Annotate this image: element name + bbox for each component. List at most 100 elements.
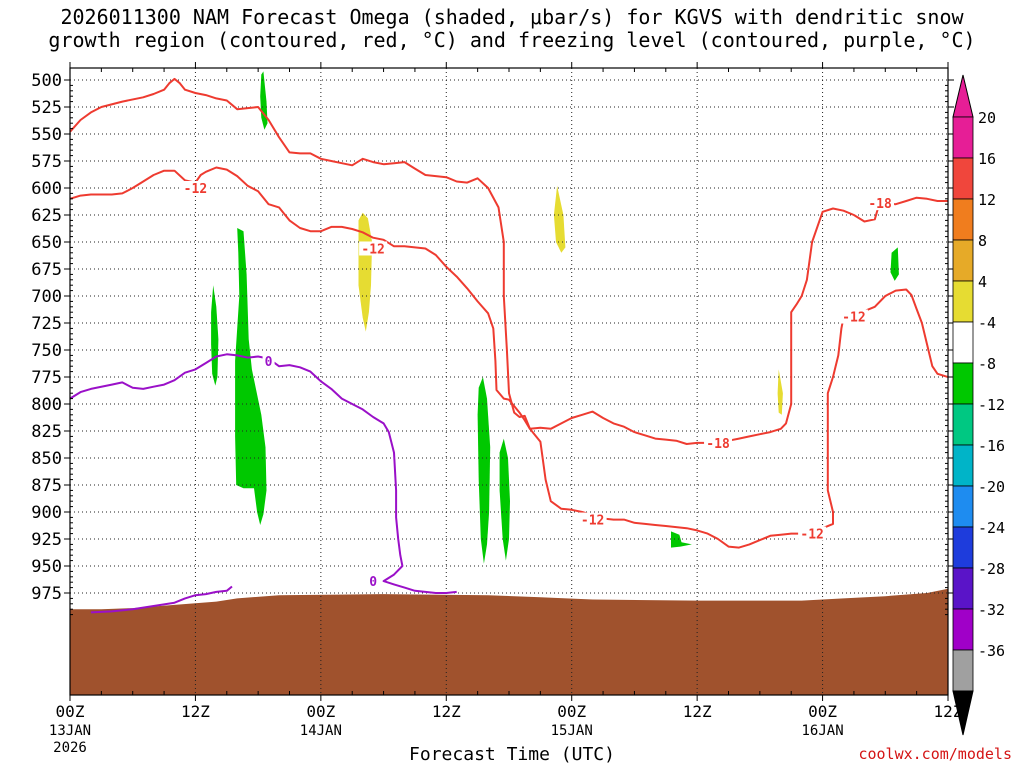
x-tick-label: 12Z	[683, 702, 712, 721]
colorbar-swatch	[952, 362, 974, 405]
plot-area: -18 -18 -12 -12 -12 -12 -12 0 0	[70, 68, 948, 695]
omega-shade-8	[671, 531, 692, 548]
dgz-label-bg	[704, 435, 733, 450]
colorbar-label: -8	[978, 355, 996, 373]
freezing-level-contour-1	[70, 353, 457, 594]
y-tick-label: 900	[31, 503, 62, 523]
dgz-contour-2	[70, 166, 948, 549]
x-year-label: 2026	[53, 740, 87, 756]
colorbar-swatch	[952, 567, 974, 610]
y-tick-label: 825	[31, 422, 62, 442]
colorbar-swatch	[952, 485, 974, 528]
colorbar-swatch	[952, 280, 974, 323]
colorbar-label: -28	[978, 560, 1005, 578]
title-line-2: growth region (contoured, red, °C) and f…	[48, 28, 976, 52]
axes: 500 525 550 575 600 625 650 675 700 725 750 775 800 8…	[31, 62, 963, 756]
x-tick-label: 00Z	[56, 702, 85, 721]
colorbar-label: -36	[978, 642, 1005, 660]
colorbar-label: -12	[978, 396, 1005, 414]
y-tick-label: 550	[31, 125, 62, 145]
y-tick-label: 575	[31, 152, 62, 172]
y-tick-label: 700	[31, 287, 62, 307]
dgz-label-bg	[798, 526, 827, 541]
colorbar-label: -32	[978, 601, 1005, 619]
colorbar-swatch	[952, 157, 974, 200]
dgz-label-bg	[866, 196, 895, 211]
dgz-contour-label: -18	[868, 197, 892, 212]
y-tick-label: 500	[31, 71, 62, 91]
y-tick-label: 925	[31, 530, 62, 550]
colorbar-label: -24	[978, 519, 1005, 537]
omega-shade-7	[553, 185, 566, 253]
colorbar-label: 16	[978, 150, 996, 168]
y-tick-label: 975	[31, 584, 62, 604]
y-tick-label: 625	[31, 206, 62, 226]
colorbar-swatch	[952, 239, 974, 282]
dgz-label-bg	[181, 181, 210, 195]
x-tick-label: 00Z	[557, 702, 586, 721]
x-axis-title: Forecast Time (UTC)	[409, 744, 615, 765]
y-tick-label: 800	[31, 395, 62, 415]
omega-shade-2	[211, 285, 219, 386]
omega-shade-9	[777, 369, 783, 415]
dgz-label-bg	[359, 241, 388, 256]
title-line-1: 2026011300 NAM Forecast Omega (shaded, μ…	[60, 5, 964, 29]
dgz-contour-label: -12	[184, 182, 207, 197]
x-tick-label: 00Z	[306, 702, 335, 721]
y-tick-label: 950	[31, 557, 62, 577]
y-tick-label: 875	[31, 476, 62, 496]
colorbar-label: -16	[978, 437, 1005, 455]
colorbar-top-arrow	[952, 74, 974, 118]
omega-shade-5	[477, 377, 491, 564]
colorbar-swatch	[952, 116, 974, 159]
freezing-level-contour-label: 0	[265, 355, 273, 370]
chart-title: 2026011300 NAM Forecast Omega (shaded, μ…	[0, 6, 1024, 52]
colorbar-swatch	[952, 608, 974, 651]
dgz-contour-label: -12	[361, 242, 384, 257]
x-tick-label: 12Z	[432, 702, 461, 721]
credit-link[interactable]: coolwx.com/models	[858, 745, 1012, 763]
y-tick-label: 775	[31, 368, 62, 388]
omega-shade-10	[890, 247, 899, 281]
colorbar-bottom-arrow	[952, 690, 974, 736]
freezing-level-label-bg	[367, 574, 380, 589]
plot-content: -18 -18 -12 -12 -12 -12 -12 0 0	[70, 68, 948, 695]
dgz-contour-label: -12	[581, 514, 604, 529]
x-tick-label: 12Z	[181, 702, 210, 721]
y-tick-label: 650	[31, 233, 62, 253]
x-date-label: 13JAN	[49, 723, 91, 739]
x-date-label: 14JAN	[300, 723, 342, 739]
dgz-contour-label: -12	[842, 311, 865, 326]
omega-shade-6	[499, 438, 510, 561]
colorbar: 20 16 12 8 4 -4 -8 -12 -16 -20 -24 -28 -32 -36	[952, 74, 1005, 736]
colorbar-label: -20	[978, 478, 1005, 496]
dgz-label-bg	[839, 309, 868, 324]
colorbar-swatch	[952, 198, 974, 241]
colorbar-label: 12	[978, 191, 996, 209]
y-tick-label: 850	[31, 449, 62, 469]
colorbar-swatch	[952, 403, 974, 446]
terrain-fill	[70, 588, 948, 695]
x-tick-label: 00Z	[808, 702, 837, 721]
freezing-level-contour-2	[90, 585, 233, 614]
colorbar-swatch	[952, 649, 974, 692]
y-tick-label: 600	[31, 179, 62, 199]
freezing-level-contour-label: 0	[369, 575, 377, 590]
dgz-label-bg	[578, 512, 607, 527]
y-tick-label: 525	[31, 98, 62, 118]
x-tick-label: 12Z	[934, 702, 963, 721]
colorbar-swatch	[952, 526, 974, 569]
x-date-label: 16JAN	[801, 723, 843, 739]
freezing-level-label-bg	[262, 353, 275, 368]
colorbar-swatch	[952, 444, 974, 487]
colorbar-label: 8	[978, 232, 987, 250]
colorbar-label: 20	[978, 109, 996, 127]
colorbar-swatch	[952, 321, 974, 364]
dgz-contour-label: -18	[706, 437, 730, 452]
y-tick-label: 675	[31, 260, 62, 280]
dgz-contour-1	[70, 77, 948, 445]
dgz-contour-label: -12	[800, 528, 823, 543]
y-tick-label: 750	[31, 341, 62, 361]
y-tick-label: 725	[31, 314, 62, 334]
